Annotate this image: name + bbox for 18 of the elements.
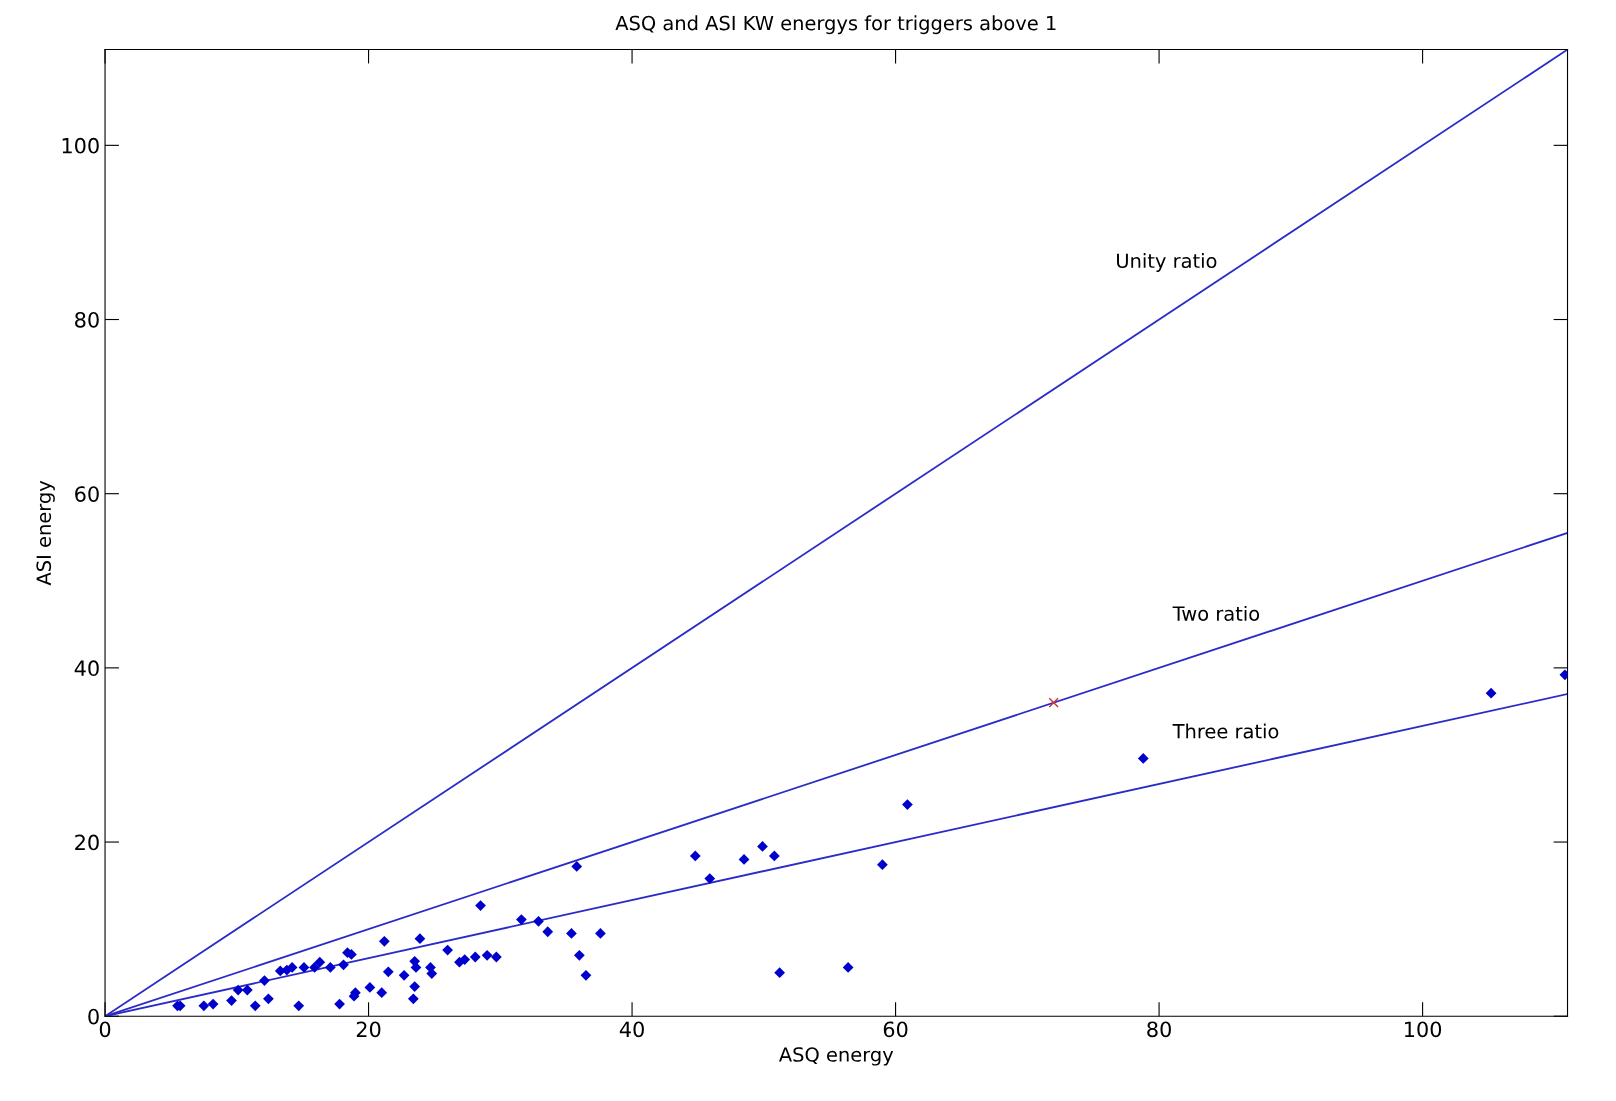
y-tick-label: 60 <box>75 486 99 502</box>
series-label: Three ratio <box>1172 723 1279 739</box>
x-tick-label: 0 <box>99 1021 111 1038</box>
y-axis-title: ASI energy <box>36 480 55 586</box>
series-label: Two ratio <box>1172 605 1260 621</box>
y-tick-label: 80 <box>75 311 99 328</box>
y-tick-label: 20 <box>75 834 99 851</box>
x-tick-label: 60 <box>883 1021 908 1038</box>
x-tick-label: 100 <box>1405 1021 1442 1038</box>
series-label: Unity ratio <box>1117 253 1217 272</box>
y-tick-label: 40 <box>74 660 99 677</box>
chart-title: ASQ and ASI KW energys for triggers above 1 <box>615 15 1056 35</box>
x-axis-title: ASQ energy <box>778 1047 894 1066</box>
x-tick-label: 40 <box>619 1021 644 1038</box>
x-tick-label: 80 <box>1147 1021 1171 1038</box>
x-tick-label: 20 <box>356 1021 381 1038</box>
y-tick-label: 0 <box>88 1008 99 1025</box>
y-tick-label: 100 <box>62 137 99 154</box>
